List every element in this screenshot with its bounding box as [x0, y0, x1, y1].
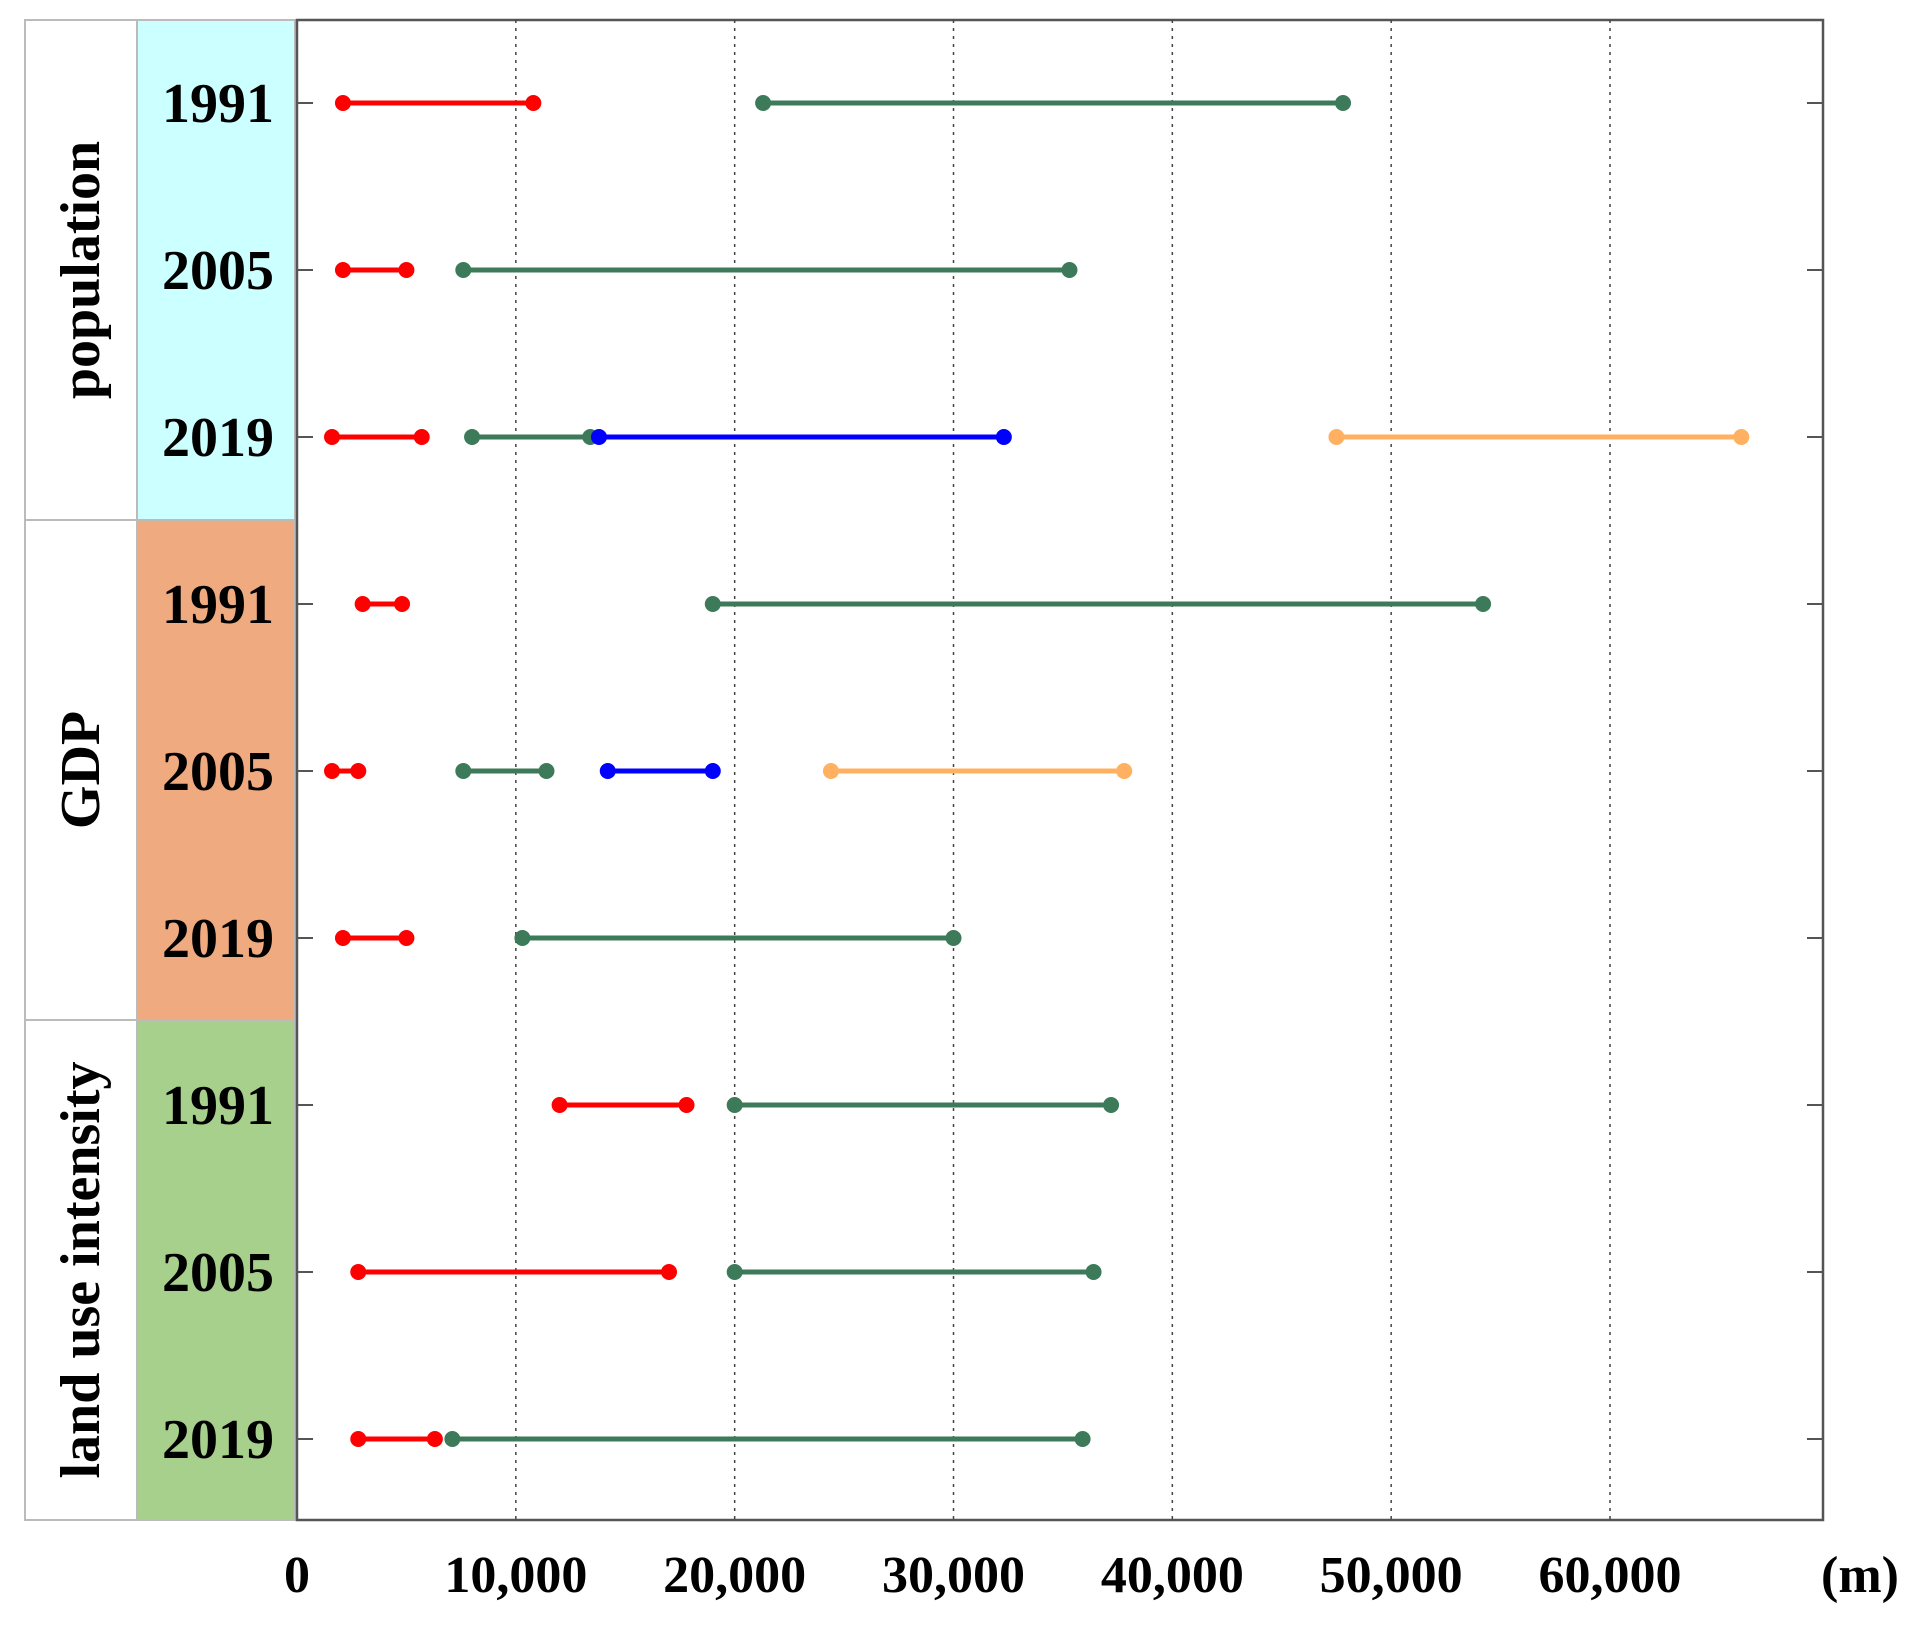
range-end-point: [661, 1264, 678, 1280]
group-label-cell: [24, 519, 138, 1021]
year-label: 1991: [162, 73, 274, 135]
range-start-point: [324, 763, 341, 779]
y-tick-marks: [297, 102, 1823, 1440]
range-start-point: [1328, 429, 1345, 445]
year-label: 2019: [162, 407, 274, 469]
range-end-point: [1116, 763, 1133, 779]
group-color-cell: [136, 19, 296, 521]
range-end-point: [1074, 1431, 1091, 1447]
group-label-cell: [24, 19, 138, 521]
range-end-point: [525, 95, 542, 111]
range-segments: [324, 95, 1750, 1447]
range-start-point: [726, 1097, 743, 1113]
group-color-cell: [136, 519, 296, 1021]
range-start-point: [726, 1264, 743, 1280]
x-tick-label: 60,000: [1539, 1547, 1682, 1604]
year-label: 2005: [162, 741, 274, 803]
range-start-point: [590, 429, 607, 445]
group-color-cell: [136, 1019, 296, 1521]
group-label: GDP: [50, 711, 112, 829]
range-end-point: [413, 429, 430, 445]
range-start-point: [464, 429, 481, 445]
range-start-point: [755, 95, 772, 111]
range-end-point: [1335, 95, 1352, 111]
range-start-point: [324, 429, 341, 445]
group-label: population: [50, 141, 112, 399]
year-label: 1991: [162, 1075, 274, 1137]
x-tick-label: 10,000: [444, 1547, 587, 1604]
range-start-point: [350, 1264, 367, 1280]
range-end-point: [678, 1097, 695, 1113]
range-start-point: [822, 763, 839, 779]
x-tick-label: 30,000: [882, 1547, 1025, 1604]
range-start-point: [350, 1431, 367, 1447]
x-tick-label: 0: [284, 1547, 310, 1604]
range-end-point: [394, 596, 411, 612]
range-start-point: [334, 930, 351, 946]
year-label: 2005: [162, 240, 274, 302]
plot-area: [295, 18, 1825, 1522]
x-axis-unit-label: (m): [1821, 1547, 1899, 1604]
range-start-point: [551, 1097, 568, 1113]
year-label: 2019: [162, 1409, 274, 1471]
range-end-point: [398, 930, 415, 946]
range-start-point: [704, 596, 721, 612]
range-start-point: [334, 262, 351, 278]
x-tick-label: 20,000: [663, 1547, 806, 1604]
range-start-point: [599, 763, 616, 779]
range-end-point: [398, 262, 415, 278]
range-end-point: [1475, 596, 1492, 612]
range-start-point: [455, 262, 472, 278]
range-start-point: [334, 95, 351, 111]
range-end-point: [1733, 429, 1750, 445]
year-label: 2005: [162, 1242, 274, 1304]
range-end-point: [538, 763, 555, 779]
x-tick-label: 40,000: [1101, 1547, 1244, 1604]
range-end-point: [704, 763, 721, 779]
range-start-point: [514, 930, 531, 946]
year-label: 2019: [162, 908, 274, 970]
x-axis: 0 10,000 20,000 30,000 40,000 50,000 60,000: [284, 1547, 1682, 1604]
range-end-point: [1103, 1097, 1120, 1113]
range-start-point: [455, 763, 472, 779]
year-label: 1991: [162, 574, 274, 636]
group-label: land use intensity: [50, 1062, 112, 1479]
range-end-point: [350, 763, 367, 779]
group-label-cell: [24, 1019, 138, 1521]
range-start-point: [354, 596, 371, 612]
range-end-point: [995, 429, 1012, 445]
range-end-point: [1085, 1264, 1102, 1280]
row-label-panel: population 1991 2005 2019 GDP 1991 2005 2019 lan…: [24, 19, 296, 1521]
range-start-point: [444, 1431, 461, 1447]
range-end-point: [945, 930, 962, 946]
x-tick-label: 50,000: [1320, 1547, 1463, 1604]
range-end-point: [426, 1431, 443, 1447]
range-end-point: [1061, 262, 1078, 278]
